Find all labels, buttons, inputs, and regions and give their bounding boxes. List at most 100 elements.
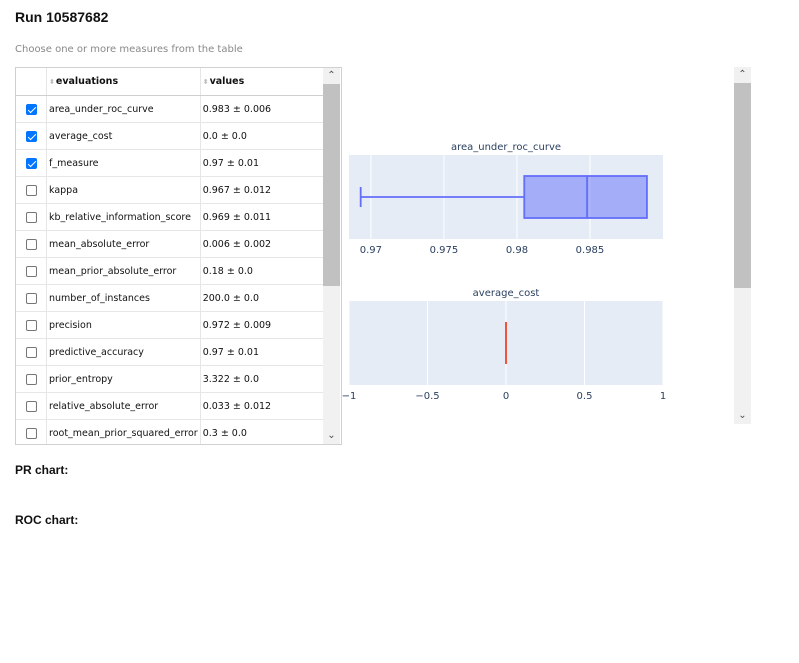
table-header-row: ⬍evaluations ⬍values [16,68,336,96]
table-row[interactable]: prior_entropy 3.322 ± 0.0 [16,365,336,393]
measure-name: relative_absolute_error [46,392,201,420]
chart-title: area_under_roc_curve [451,142,561,153]
measures-table-body: area_under_roc_curve 0.983 ± 0.006 average… [16,95,336,444]
measure-checkbox[interactable] [25,373,37,385]
x-tick-label: 0.975 [430,245,459,256]
x-tick-label: −1 [342,391,357,402]
table-row[interactable]: average_cost 0.0 ± 0.0 [16,122,336,150]
measure-value: 0.97 ± 0.01 [200,149,336,177]
measure-value: 0.969 ± 0.011 [200,203,336,231]
measure-value: 0.0 ± 0.0 [200,122,336,150]
table-row[interactable]: area_under_roc_curve 0.983 ± 0.006 [16,95,336,123]
x-tick-label: 0.97 [360,245,382,256]
table-hint: Choose one or more measures from the tab… [15,44,243,55]
measure-checkbox[interactable] [25,130,37,142]
measure-name: kb_relative_information_score [46,203,201,231]
row-checkbox-cell [16,122,47,150]
measure-name: predictive_accuracy [46,338,201,366]
evaluations-header-label: evaluations [55,76,119,87]
measure-checkbox[interactable] [25,211,37,223]
measure-name: average_cost [46,122,201,150]
measures-table-container: ⬍evaluations ⬍values area_under_roc_curv… [15,67,342,445]
measure-name: mean_prior_absolute_error [46,257,201,285]
measure-name: mean_absolute_error [46,230,201,258]
measure-checkbox[interactable] [25,400,37,412]
row-checkbox-cell [16,149,47,177]
row-checkbox-cell [16,203,47,231]
measure-name: f_measure [46,149,201,177]
sort-icon: ⬍ [202,78,209,86]
row-checkbox-cell [16,95,47,123]
measure-value: 0.967 ± 0.012 [200,176,336,204]
measure-checkbox[interactable] [25,427,37,439]
row-checkbox-cell [16,176,47,204]
chart-title: average_cost [473,288,540,299]
row-checkbox-cell [16,392,47,420]
measure-checkbox[interactable] [25,292,37,304]
measure-checkbox[interactable] [25,157,37,169]
row-checkbox-cell [16,230,47,258]
table-scrollbar[interactable]: ⌃ ⌄ [323,68,340,444]
measure-name: root_mean_prior_squared_error [46,419,201,444]
scroll-down-icon[interactable]: ⌄ [327,430,336,441]
row-checkbox-cell [16,311,47,339]
row-checkbox-cell [16,338,47,366]
measure-value: 0.006 ± 0.002 [200,230,336,258]
x-tick-label: 1 [660,391,666,402]
roc-chart-heading: ROC chart: [15,513,79,527]
measures-table: ⬍evaluations ⬍values area_under_roc_curv… [16,68,336,444]
select-column-header [16,68,47,96]
x-tick-label: −0.5 [415,391,439,402]
values-header-label: values [209,76,245,87]
table-row[interactable]: mean_absolute_error 0.006 ± 0.002 [16,230,336,258]
x-tick-label: 0 [503,391,509,402]
table-row[interactable]: root_mean_prior_squared_error 0.3 ± 0.0 [16,419,336,444]
scroll-down-icon[interactable]: ⌄ [738,410,747,421]
row-checkbox-cell [16,365,47,393]
box-plots: area_under_roc_curve 0.97 0.975 0.98 0.985 av… [342,142,667,402]
measure-name: area_under_roc_curve [46,95,201,123]
measure-checkbox[interactable] [25,319,37,331]
table-row[interactable]: precision 0.972 ± 0.009 [16,311,336,339]
values-column-header[interactable]: ⬍values [200,68,336,96]
table-scrollbar-thumb[interactable] [323,84,340,286]
table-row[interactable]: relative_absolute_error 0.033 ± 0.012 [16,392,336,420]
measure-checkbox[interactable] [25,184,37,196]
measure-value: 0.972 ± 0.009 [200,311,336,339]
measure-name: kappa [46,176,201,204]
table-row[interactable]: f_measure 0.97 ± 0.01 [16,149,336,177]
sort-icon: ⬍ [49,78,55,86]
table-row[interactable]: number_of_instances 200.0 ± 0.0 [16,284,336,312]
x-tick-label: 0.985 [576,245,605,256]
table-row[interactable]: predictive_accuracy 0.97 ± 0.01 [16,338,336,366]
measure-name: precision [46,311,201,339]
box-iqr [523,175,648,219]
table-row[interactable]: mean_prior_absolute_error 0.18 ± 0.0 [16,257,336,285]
measure-checkbox[interactable] [25,346,37,358]
measure-name: number_of_instances [46,284,201,312]
table-row[interactable]: kb_relative_information_score 0.969 ± 0.0… [16,203,336,231]
measure-checkbox[interactable] [25,265,37,277]
measure-value: 0.18 ± 0.0 [200,257,336,285]
pr-chart-heading: PR chart: [15,463,69,477]
measure-value: 0.983 ± 0.006 [200,95,336,123]
x-tick-label: 0.5 [577,391,593,402]
measure-value: 3.322 ± 0.0 [200,365,336,393]
chart-panel-scrollbar[interactable]: ⌃ ⌄ [734,67,751,424]
measure-checkbox[interactable] [25,103,37,115]
measure-value: 0.033 ± 0.012 [200,392,336,420]
row-checkbox-cell [16,284,47,312]
measure-value: 0.3 ± 0.0 [200,419,336,444]
measure-value: 0.97 ± 0.01 [200,338,336,366]
table-row[interactable]: kappa 0.967 ± 0.012 [16,176,336,204]
scroll-up-icon[interactable]: ⌃ [738,69,747,80]
measure-value: 200.0 ± 0.0 [200,284,336,312]
chart-panel-scrollbar-thumb[interactable] [734,83,751,288]
row-checkbox-cell [16,257,47,285]
x-tick-label: 0.98 [506,245,528,256]
page-title: Run 10587682 [15,9,109,25]
scroll-up-icon[interactable]: ⌃ [327,70,336,81]
evaluations-column-header[interactable]: ⬍evaluations [46,68,201,96]
row-checkbox-cell [16,419,47,444]
measure-checkbox[interactable] [25,238,37,250]
